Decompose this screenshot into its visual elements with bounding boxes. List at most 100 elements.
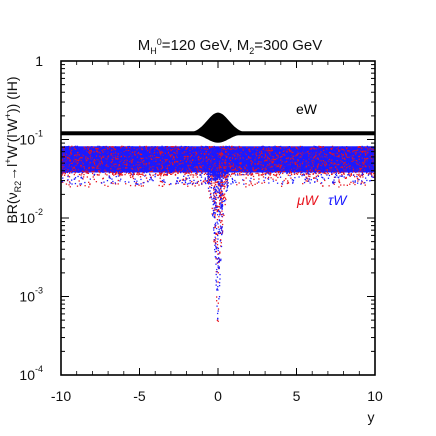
data-point (176, 165, 178, 168)
data-point (202, 161, 204, 164)
data-point (369, 149, 372, 151)
data-point (276, 154, 278, 157)
data-point (254, 170, 256, 172)
data-point (271, 154, 274, 157)
data-point (334, 153, 336, 156)
data-point (62, 167, 64, 169)
data-point (365, 150, 367, 152)
data-point (200, 168, 203, 170)
data-point (175, 164, 177, 166)
data-point (63, 163, 65, 166)
data-point (162, 159, 165, 161)
data-point (349, 151, 351, 154)
data-point (216, 170, 219, 173)
data-point (132, 174, 134, 176)
data-point (185, 152, 188, 154)
data-point (275, 167, 277, 169)
data-point (112, 180, 114, 183)
data-point (159, 177, 161, 179)
data-point (354, 183, 356, 186)
data-point (135, 182, 137, 184)
data-point (126, 162, 129, 165)
data-point (186, 148, 188, 150)
data-point (273, 155, 276, 157)
data-point (221, 220, 223, 222)
data-point (267, 166, 269, 168)
data-point (220, 221, 222, 224)
data-point (189, 152, 191, 155)
data-point (141, 148, 143, 151)
data-point (79, 160, 81, 162)
data-point (116, 162, 118, 165)
data-point (361, 174, 363, 176)
data-point (76, 162, 79, 165)
data-point (147, 147, 150, 149)
data-point (222, 177, 224, 179)
data-point (183, 183, 185, 185)
data-point (138, 154, 140, 156)
data-point (238, 153, 241, 156)
data-point (188, 166, 190, 168)
data-point (286, 152, 288, 154)
data-point (102, 155, 104, 157)
data-point (276, 150, 278, 152)
data-point (369, 167, 372, 169)
data-point (149, 179, 151, 181)
data-point (81, 160, 83, 163)
data-point (295, 167, 297, 169)
data-point (120, 165, 122, 167)
data-point (212, 169, 214, 171)
data-point (64, 172, 66, 175)
data-point (218, 163, 221, 165)
data-point (148, 154, 150, 156)
data-point (286, 163, 288, 165)
data-point (65, 157, 67, 159)
data-point (107, 146, 110, 148)
data-point (216, 152, 218, 154)
data-point (76, 169, 79, 171)
data-point (206, 173, 208, 175)
data-point (271, 149, 273, 151)
data-point (127, 167, 129, 169)
data-point (364, 166, 367, 169)
data-point (137, 160, 139, 162)
data-point (190, 156, 193, 158)
data-point (291, 179, 293, 181)
data-point (207, 152, 209, 155)
data-point (350, 174, 352, 176)
data-point (133, 172, 135, 174)
data-point (78, 161, 81, 163)
data-point (265, 168, 268, 170)
data-point (366, 160, 368, 162)
data-point (153, 154, 155, 157)
data-point (320, 146, 322, 148)
data-point (78, 170, 80, 172)
data-point (282, 148, 285, 150)
data-point (311, 160, 313, 162)
data-point (160, 149, 162, 152)
data-point (106, 151, 109, 154)
data-point (221, 162, 223, 164)
data-point (258, 181, 260, 183)
data-point (330, 155, 333, 157)
data-point (300, 150, 302, 152)
data-point (247, 151, 250, 153)
data-point (216, 210, 218, 213)
data-point (87, 152, 90, 155)
data-point (307, 160, 310, 162)
data-point (252, 164, 254, 166)
data-point (112, 172, 114, 174)
data-point (268, 166, 271, 168)
data-point (253, 165, 255, 167)
data-point (67, 152, 69, 154)
data-point (255, 172, 257, 175)
data-point (68, 181, 71, 183)
data-point (234, 165, 237, 168)
data-point (235, 166, 238, 168)
data-point (65, 163, 67, 166)
data-point (242, 150, 244, 152)
data-point (239, 174, 241, 176)
data-point (278, 155, 280, 157)
data-point (101, 157, 104, 160)
data-point (214, 241, 217, 244)
